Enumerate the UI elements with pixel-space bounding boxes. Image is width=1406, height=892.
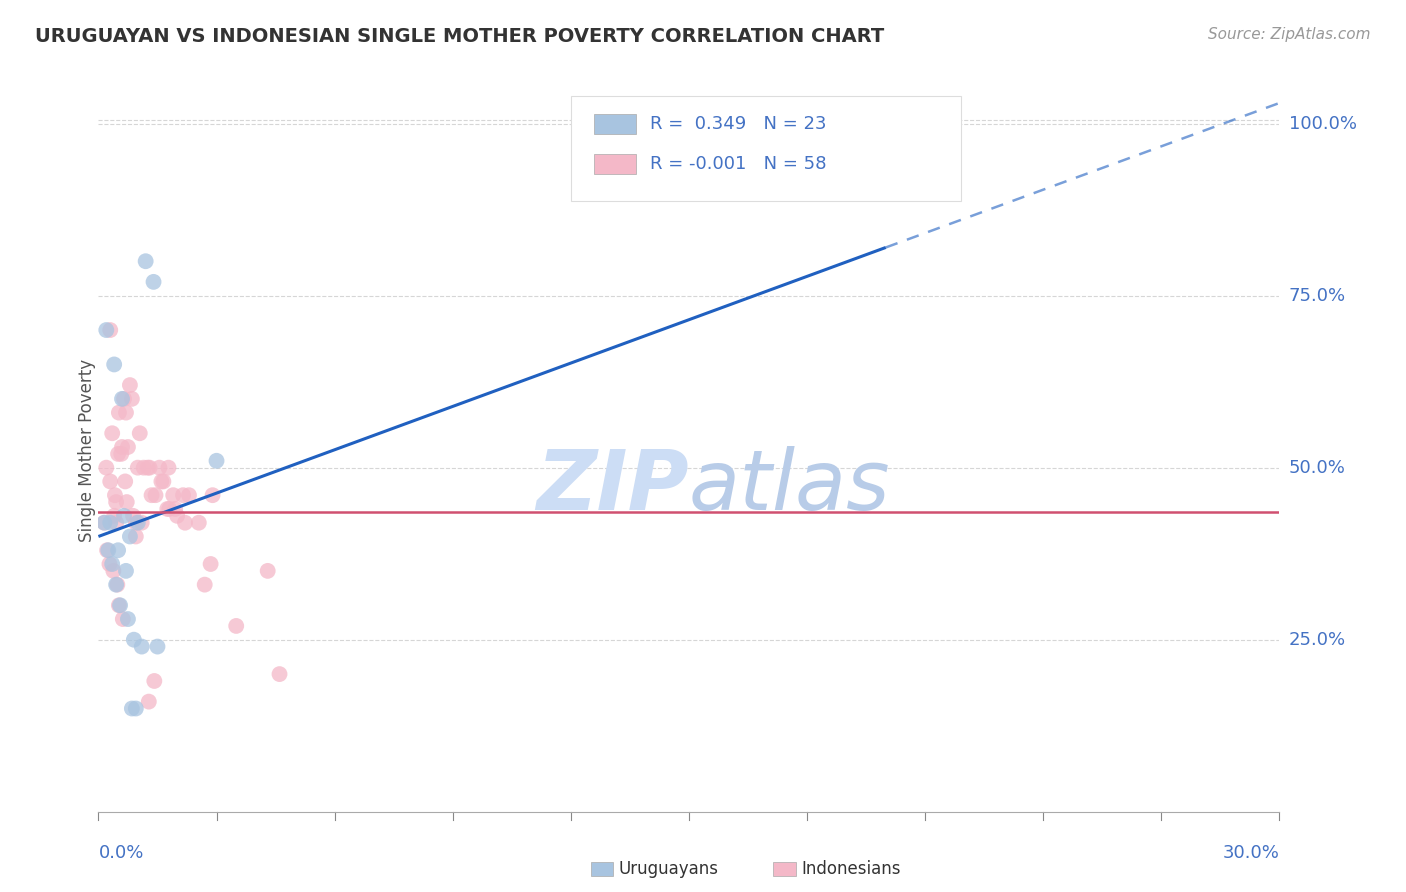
Point <box>177 488 200 502</box>
Text: 100.0%: 100.0% <box>1289 114 1357 133</box>
Point <box>112 392 135 406</box>
Point <box>121 701 143 715</box>
Point <box>142 275 165 289</box>
Point <box>114 475 136 489</box>
Point <box>108 599 131 613</box>
Point <box>98 516 121 530</box>
Point <box>107 543 129 558</box>
Point <box>104 488 127 502</box>
Point <box>157 502 180 516</box>
Point <box>141 488 163 502</box>
Text: R =  0.349   N = 23: R = 0.349 N = 23 <box>650 115 827 133</box>
Point <box>108 406 131 420</box>
Point <box>135 254 157 268</box>
Point <box>98 475 121 489</box>
Text: 25.0%: 25.0% <box>1289 631 1346 648</box>
Point <box>101 557 124 571</box>
Point <box>105 577 128 591</box>
Point <box>194 577 217 591</box>
Point <box>105 495 128 509</box>
Text: ZIP: ZIP <box>536 446 689 527</box>
Point <box>162 488 184 502</box>
Point <box>107 447 129 461</box>
Point <box>127 516 149 530</box>
Point <box>115 564 138 578</box>
Point <box>127 460 149 475</box>
Point <box>103 508 125 523</box>
Point <box>122 508 145 523</box>
Point <box>136 460 159 475</box>
Point <box>187 516 209 530</box>
Point <box>256 564 278 578</box>
Point <box>98 557 121 571</box>
Point <box>138 695 160 709</box>
Point <box>121 392 143 406</box>
Point <box>96 460 118 475</box>
Point <box>105 516 128 530</box>
Point <box>225 619 247 633</box>
Point <box>122 632 145 647</box>
Point <box>105 577 128 591</box>
Point <box>103 358 125 372</box>
Point <box>110 447 132 461</box>
Point <box>117 612 139 626</box>
Point <box>115 495 138 509</box>
Point <box>118 529 141 543</box>
Text: 50.0%: 50.0% <box>1289 458 1346 476</box>
Point <box>146 640 169 654</box>
Point <box>112 508 135 523</box>
Text: R = -0.001   N = 58: R = -0.001 N = 58 <box>650 154 827 173</box>
Text: URUGUAYAN VS INDONESIAN SINGLE MOTHER POVERTY CORRELATION CHART: URUGUAYAN VS INDONESIAN SINGLE MOTHER PO… <box>35 27 884 45</box>
Text: 75.0%: 75.0% <box>1289 286 1346 305</box>
Point <box>166 508 188 523</box>
Point <box>125 516 148 530</box>
Point <box>117 440 139 454</box>
Text: Source: ZipAtlas.com: Source: ZipAtlas.com <box>1208 27 1371 42</box>
Point <box>93 516 115 530</box>
FancyBboxPatch shape <box>595 153 636 174</box>
Point <box>157 460 180 475</box>
Point <box>111 612 134 626</box>
Point <box>97 543 120 558</box>
Point <box>118 378 141 392</box>
Point <box>108 599 131 613</box>
Point <box>165 502 187 516</box>
Point <box>111 392 134 406</box>
Point <box>115 406 138 420</box>
Point <box>145 488 167 502</box>
Point <box>111 440 134 454</box>
Point <box>150 475 173 489</box>
Point <box>132 460 155 475</box>
Point <box>156 502 179 516</box>
Point <box>96 543 118 558</box>
Point <box>96 323 118 337</box>
Point <box>131 640 153 654</box>
FancyBboxPatch shape <box>571 96 960 202</box>
Point <box>125 529 148 543</box>
Point <box>138 460 160 475</box>
Point <box>172 488 194 502</box>
Point <box>205 454 228 468</box>
Y-axis label: Single Mother Poverty: Single Mother Poverty <box>79 359 96 542</box>
FancyBboxPatch shape <box>595 114 636 134</box>
Point <box>143 673 166 688</box>
Text: 0.0%: 0.0% <box>98 844 143 863</box>
Text: Uruguayans: Uruguayans <box>619 860 718 878</box>
Point <box>269 667 291 681</box>
Point <box>131 516 153 530</box>
Point <box>200 557 222 571</box>
Point <box>103 564 125 578</box>
Point <box>93 516 115 530</box>
Point <box>98 323 121 337</box>
Point <box>152 475 174 489</box>
Text: Indonesians: Indonesians <box>801 860 901 878</box>
Point <box>125 701 148 715</box>
Point <box>128 426 150 441</box>
Text: atlas: atlas <box>689 446 890 527</box>
Point <box>148 460 170 475</box>
Text: 30.0%: 30.0% <box>1223 844 1279 863</box>
Point <box>101 426 124 441</box>
Point <box>174 516 197 530</box>
Point <box>201 488 224 502</box>
